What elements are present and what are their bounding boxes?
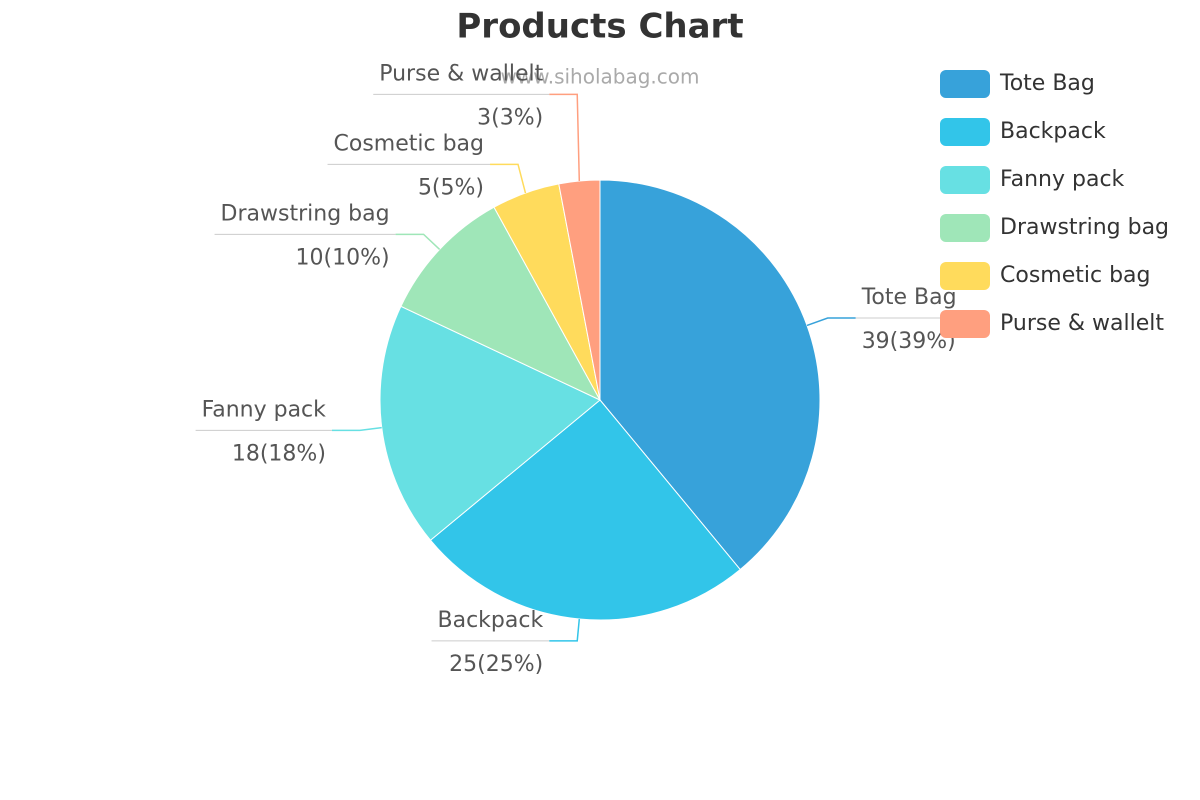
chart-title: Products Chart bbox=[456, 7, 743, 47]
pie-slice bbox=[429, 399, 741, 621]
legend-swatch bbox=[940, 214, 990, 242]
legend-swatch bbox=[940, 70, 990, 98]
value-label: 39(39%) bbox=[862, 329, 956, 354]
pie-slice bbox=[599, 179, 821, 571]
value-label: 10(10%) bbox=[296, 245, 390, 270]
leader-line bbox=[806, 317, 856, 327]
slice-label: Drawstring bag bbox=[221, 201, 390, 226]
legend-swatch bbox=[940, 118, 990, 146]
value-label: 5(5%) bbox=[418, 175, 484, 200]
pie-slice bbox=[400, 206, 602, 402]
legend-label: Drawstring bag bbox=[1000, 215, 1169, 240]
value-label: 3(3%) bbox=[477, 105, 543, 130]
legend-swatch bbox=[940, 310, 990, 338]
chart-subtitle: www.siholabag.com bbox=[500, 65, 699, 89]
leader-line bbox=[490, 163, 527, 194]
legend-label: Tote Bag bbox=[999, 71, 1095, 96]
slice-label: Cosmetic bag bbox=[334, 131, 485, 156]
slice-label: Fanny pack bbox=[202, 397, 327, 422]
pie-slice bbox=[558, 179, 601, 401]
legend-swatch bbox=[940, 166, 990, 194]
pie-slice bbox=[379, 305, 601, 541]
legend-swatch bbox=[940, 262, 990, 290]
legend-label: Fanny pack bbox=[1000, 167, 1125, 192]
leader-line bbox=[331, 426, 382, 432]
leader-line bbox=[549, 93, 581, 181]
legend-label: Purse & wallelt bbox=[1000, 311, 1164, 336]
value-label: 18(18%) bbox=[232, 441, 326, 466]
legend-label: Backpack bbox=[1000, 119, 1106, 144]
slice-label: Tote Bag bbox=[861, 285, 957, 310]
legend-label: Cosmetic bag bbox=[1000, 263, 1151, 288]
slice-label: Purse & wallelt bbox=[379, 61, 543, 86]
leader-line bbox=[395, 233, 441, 250]
value-label: 25(25%) bbox=[449, 652, 543, 677]
slice-label: Backpack bbox=[438, 608, 544, 633]
leader-line bbox=[549, 618, 581, 642]
